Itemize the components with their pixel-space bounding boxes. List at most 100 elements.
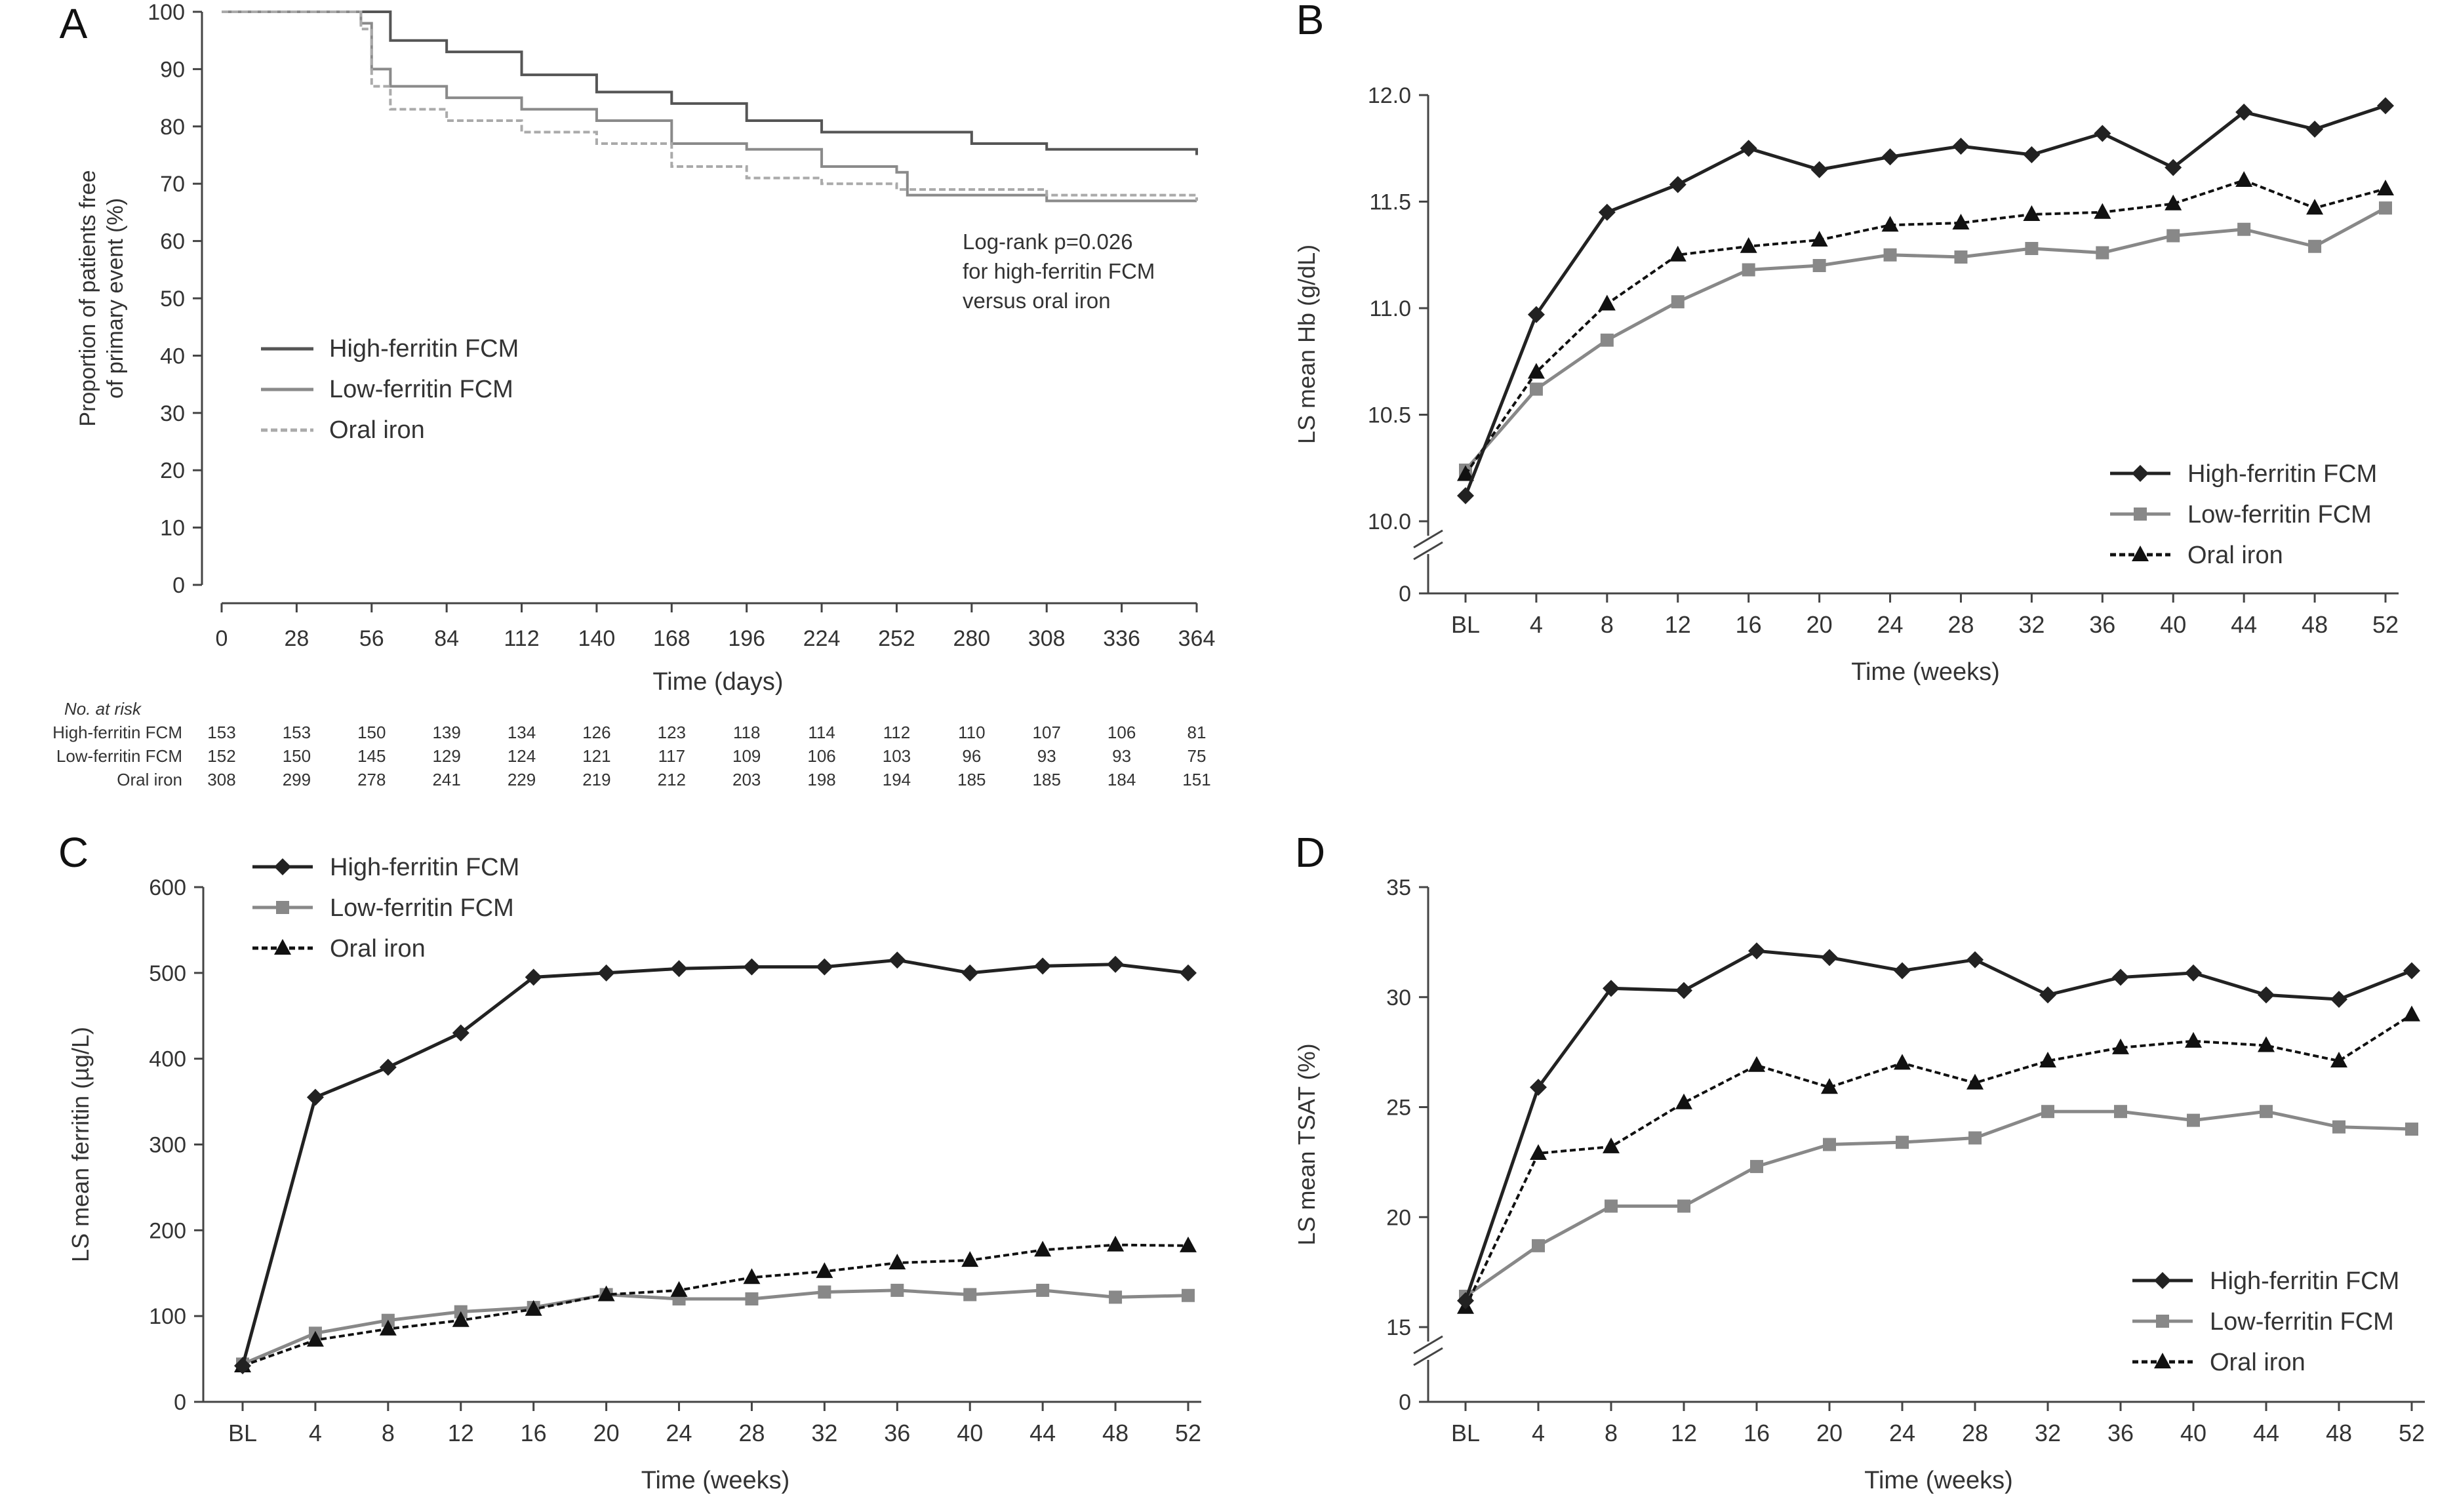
risk-table-cell: 185 xyxy=(1033,770,1061,789)
data-point-1 xyxy=(1742,263,1755,277)
y-tick-label: 80 xyxy=(160,115,185,140)
data-point-2 xyxy=(1669,245,1687,262)
data-point-2 xyxy=(743,1268,761,1284)
x-tick-label: 32 xyxy=(2035,1420,2061,1446)
legend-marker xyxy=(2134,507,2147,521)
data-point-2 xyxy=(1527,363,1545,379)
x-tick-label: 44 xyxy=(1029,1420,1056,1446)
x-tick-label: 24 xyxy=(1889,1420,1915,1446)
data-point-2 xyxy=(2306,199,2324,215)
data-point-2 xyxy=(2235,171,2253,187)
y-tick-label: 11.5 xyxy=(1369,190,1411,215)
y-tick-label: 300 xyxy=(149,1133,186,1158)
legend-label: High-ferritin FCM xyxy=(2210,1267,2399,1295)
data-point-1 xyxy=(963,1288,977,1302)
data-point-1 xyxy=(2041,1105,2054,1119)
x-tick-label: BL xyxy=(228,1420,257,1446)
data-point-0 xyxy=(1881,148,1899,166)
data-point-2 xyxy=(2039,1052,2056,1068)
risk-table-cell: 110 xyxy=(958,723,985,742)
data-point-0 xyxy=(234,1357,251,1375)
x-tick-label: 4 xyxy=(309,1420,322,1446)
x-tick-label: 20 xyxy=(1806,611,1833,638)
data-point-2 xyxy=(1675,1093,1692,1109)
data-point-1 xyxy=(1812,259,1826,272)
x-tick-label: 224 xyxy=(803,626,841,651)
data-point-0 xyxy=(1894,962,1911,980)
data-point-1 xyxy=(1109,1290,1123,1304)
data-point-1 xyxy=(1036,1283,1050,1297)
x-tick-label: 32 xyxy=(811,1420,837,1446)
x-tick-label: 308 xyxy=(1028,626,1066,651)
data-point-2 xyxy=(1748,1056,1765,1072)
risk-table-cell: 153 xyxy=(283,723,311,742)
legend-marker xyxy=(274,858,291,875)
data-point-0 xyxy=(2330,991,2347,1008)
x-tick-label: 48 xyxy=(2326,1420,2352,1446)
data-point-0 xyxy=(1530,1079,1547,1096)
x-tick-label: 44 xyxy=(2231,611,2257,638)
x-axis-label: Time (weeks) xyxy=(1864,1467,2013,1494)
risk-table-row-label: High-ferritin FCM xyxy=(52,723,182,742)
risk-table-cell: 139 xyxy=(432,723,460,742)
data-point-1 xyxy=(2114,1105,2127,1119)
risk-table-cell: 151 xyxy=(1182,770,1210,789)
x-tick-label: 24 xyxy=(1877,611,1904,638)
data-point-2 xyxy=(888,1254,906,1270)
data-point-0 xyxy=(1034,957,1052,975)
x-tick-label: 56 xyxy=(359,626,384,651)
risk-table-cell: 134 xyxy=(508,723,536,742)
data-point-0 xyxy=(1740,140,1757,157)
data-point-2 xyxy=(2023,205,2041,221)
legend-marker xyxy=(2132,546,2149,561)
risk-table-cell: 117 xyxy=(658,746,685,766)
y-tick-label: 20 xyxy=(1386,1205,1411,1230)
legend-label: Oral iron xyxy=(330,935,426,963)
km-curve-2 xyxy=(222,10,1198,201)
km-curve-0 xyxy=(222,10,1198,155)
risk-table-cell: 123 xyxy=(658,723,686,742)
data-point-2 xyxy=(379,1319,397,1336)
data-point-2 xyxy=(1821,1078,1838,1094)
data-point-1 xyxy=(2187,1113,2200,1127)
data-point-0 xyxy=(1810,161,1828,178)
y-axis-label: LS mean TSAT (%) xyxy=(1293,1043,1320,1245)
data-point-0 xyxy=(1527,306,1545,323)
series-line-1 xyxy=(242,1288,1189,1366)
data-point-2 xyxy=(2165,194,2182,210)
data-point-1 xyxy=(2379,201,2392,215)
legend-label: Oral iron xyxy=(329,416,425,444)
data-point-0 xyxy=(1180,964,1197,982)
legend-marker xyxy=(274,939,291,955)
data-point-2 xyxy=(1034,1241,1052,1257)
y-tick-label: 0 xyxy=(1399,582,1411,607)
data-point-2 xyxy=(1810,231,1828,247)
risk-table-cell: 229 xyxy=(508,770,536,789)
data-point-2 xyxy=(525,1300,542,1316)
risk-table-cell: 219 xyxy=(582,770,610,789)
data-point-0 xyxy=(816,958,833,976)
series-line-0 xyxy=(241,958,1189,1366)
data-point-2 xyxy=(1457,465,1474,481)
data-point-0 xyxy=(2306,121,2324,138)
legend-label: High-ferritin FCM xyxy=(330,854,519,881)
data-point-2 xyxy=(816,1262,833,1279)
data-point-0 xyxy=(2023,146,2041,163)
y-tick-label: 70 xyxy=(160,172,185,197)
data-point-0 xyxy=(525,968,542,986)
risk-table-cell: 112 xyxy=(883,723,910,742)
data-point-1 xyxy=(2166,229,2180,243)
y-tick-label: 11.0 xyxy=(1369,296,1411,321)
y-tick-label: 60 xyxy=(160,229,185,254)
risk-table-title: No. at risk xyxy=(64,699,142,719)
data-point-1 xyxy=(1532,1239,1545,1252)
x-tick-label: 196 xyxy=(728,626,765,651)
data-point-0 xyxy=(2258,986,2275,1004)
data-point-0 xyxy=(1821,949,1838,966)
data-point-2 xyxy=(1894,1054,1911,1070)
x-tick-label: 40 xyxy=(2160,611,2186,638)
x-tick-label: 40 xyxy=(957,1420,983,1446)
y-tick-label: 25 xyxy=(1386,1096,1411,1121)
risk-table-cell: 126 xyxy=(582,723,610,742)
